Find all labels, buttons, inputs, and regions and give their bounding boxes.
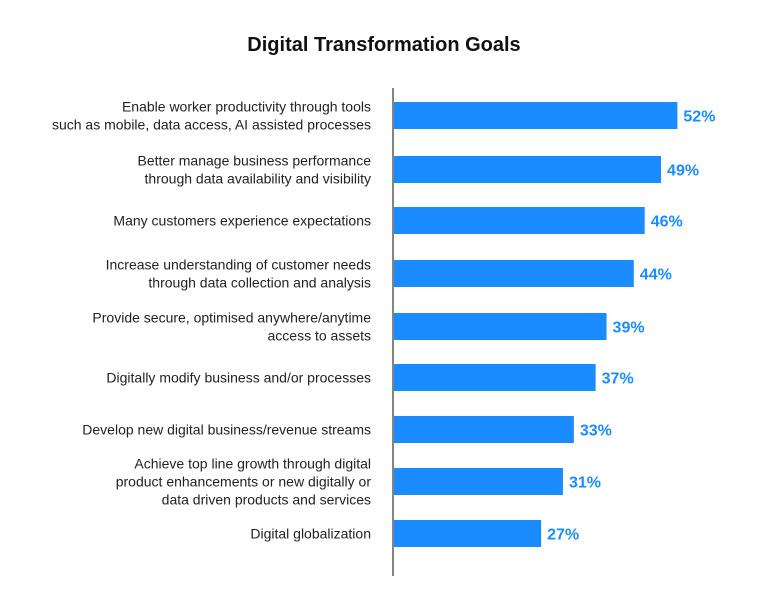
bar bbox=[394, 313, 607, 340]
category-label: Develop new digital business/revenue str… bbox=[82, 422, 371, 438]
bars-group: 52% Enable worker productivity through to… bbox=[52, 99, 715, 547]
chart-title: Digital Transformation Goals bbox=[247, 34, 521, 56]
category-label: Increase understanding of customer needs… bbox=[106, 257, 371, 291]
value-label: 33% bbox=[580, 423, 612, 440]
category-label-line: Increase understanding of customer needs bbox=[106, 257, 371, 273]
category-label-line: such as mobile, data access, AI assisted… bbox=[52, 117, 371, 133]
value-label: 39% bbox=[613, 320, 645, 337]
value-label: 46% bbox=[651, 214, 683, 231]
category-label-line: Digital globalization bbox=[250, 526, 371, 542]
category-label-line: access to assets bbox=[268, 328, 372, 344]
value-label: 49% bbox=[667, 163, 699, 180]
category-label-line: Enable worker productivity through tools bbox=[122, 99, 371, 115]
bar bbox=[394, 520, 542, 547]
category-label: Provide secure, optimised anywhere/anyti… bbox=[92, 310, 371, 344]
value-label: 52% bbox=[683, 109, 715, 126]
bar bbox=[394, 260, 634, 287]
bar bbox=[394, 102, 678, 129]
bar bbox=[394, 364, 596, 391]
value-label: 44% bbox=[640, 267, 672, 284]
category-label: Digital globalization bbox=[250, 526, 371, 542]
category-label-line: Better manage business performance bbox=[138, 153, 372, 169]
category-label-line: product enhancements or new digitally or bbox=[116, 474, 372, 490]
value-label: 31% bbox=[569, 475, 601, 492]
category-label-line: through data collection and analysis bbox=[148, 275, 371, 291]
category-label-line: data driven products and services bbox=[162, 492, 371, 508]
bar bbox=[394, 468, 563, 495]
category-label-line: through data availability and visibility bbox=[145, 171, 371, 187]
category-label: Digitally modify business and/or process… bbox=[106, 370, 371, 386]
bar bbox=[394, 416, 574, 443]
bar bbox=[394, 156, 662, 183]
category-label: Achieve top line growth through digital p… bbox=[116, 456, 372, 508]
category-label-line: Many customers experience expectations bbox=[113, 213, 371, 229]
category-label-line: Provide secure, optimised anywhere/anyti… bbox=[92, 310, 371, 326]
category-label-line: Digitally modify business and/or process… bbox=[106, 370, 371, 386]
category-label: Many customers experience expectations bbox=[113, 213, 371, 229]
category-label: Better manage business performance throug… bbox=[138, 153, 372, 187]
value-label: 37% bbox=[602, 371, 634, 388]
bar bbox=[394, 207, 645, 234]
category-label-line: Achieve top line growth through digital bbox=[134, 456, 371, 472]
category-label: Enable worker productivity through tools… bbox=[52, 99, 371, 133]
value-label: 27% bbox=[547, 527, 579, 544]
category-label-line: Develop new digital business/revenue str… bbox=[82, 422, 371, 438]
